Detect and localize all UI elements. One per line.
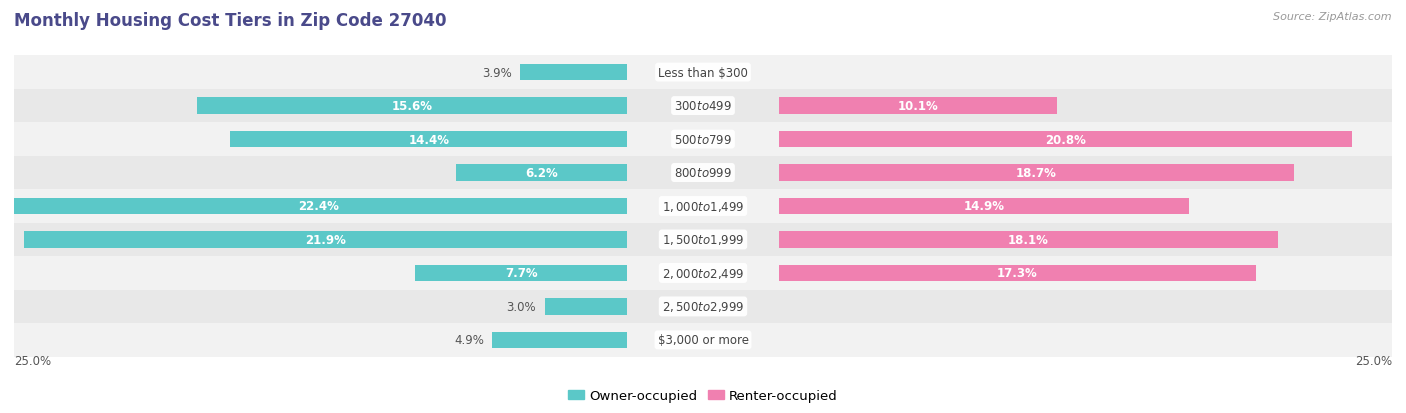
Text: 7.7%: 7.7% <box>505 267 537 280</box>
Text: Less than $300: Less than $300 <box>658 66 748 79</box>
Text: $500 to $799: $500 to $799 <box>673 133 733 146</box>
Text: 20.8%: 20.8% <box>1045 133 1085 146</box>
Text: 25.0%: 25.0% <box>1355 354 1392 367</box>
Text: 18.7%: 18.7% <box>1017 166 1057 180</box>
Text: 3.9%: 3.9% <box>482 66 512 79</box>
Bar <box>14 123 1392 157</box>
Bar <box>14 56 1392 90</box>
Text: $300 to $499: $300 to $499 <box>673 100 733 113</box>
Bar <box>231 131 627 148</box>
Legend: Owner-occupied, Renter-occupied: Owner-occupied, Renter-occupied <box>562 384 844 407</box>
Text: Source: ZipAtlas.com: Source: ZipAtlas.com <box>1274 12 1392 22</box>
Text: 25.0%: 25.0% <box>14 354 51 367</box>
Bar <box>520 64 627 81</box>
Text: 18.1%: 18.1% <box>1008 233 1049 247</box>
Text: $1,000 to $1,499: $1,000 to $1,499 <box>662 199 744 214</box>
Text: 15.6%: 15.6% <box>392 100 433 113</box>
Bar <box>14 157 1392 190</box>
Bar <box>14 290 1392 323</box>
Bar <box>779 165 1294 181</box>
Bar <box>10 198 627 215</box>
Bar <box>457 165 627 181</box>
Bar <box>14 90 1392 123</box>
Bar <box>492 332 627 349</box>
Text: 4.9%: 4.9% <box>454 334 484 347</box>
Bar <box>544 298 627 315</box>
Text: Monthly Housing Cost Tiers in Zip Code 27040: Monthly Housing Cost Tiers in Zip Code 2… <box>14 12 447 30</box>
Text: 10.1%: 10.1% <box>897 100 938 113</box>
Bar <box>197 98 627 115</box>
Bar <box>14 223 1392 256</box>
Bar <box>14 256 1392 290</box>
Text: $3,000 or more: $3,000 or more <box>658 334 748 347</box>
Text: 17.3%: 17.3% <box>997 267 1038 280</box>
Text: 22.4%: 22.4% <box>298 200 339 213</box>
Text: 6.2%: 6.2% <box>526 166 558 180</box>
Bar <box>24 232 627 248</box>
Text: $2,000 to $2,499: $2,000 to $2,499 <box>662 266 744 280</box>
Text: $2,500 to $2,999: $2,500 to $2,999 <box>662 300 744 313</box>
Text: $1,500 to $1,999: $1,500 to $1,999 <box>662 233 744 247</box>
Text: 3.0%: 3.0% <box>506 300 536 313</box>
Bar <box>779 232 1278 248</box>
Text: 14.4%: 14.4% <box>408 133 450 146</box>
Text: 21.9%: 21.9% <box>305 233 346 247</box>
Bar <box>779 98 1057 115</box>
Bar <box>779 131 1353 148</box>
Text: $800 to $999: $800 to $999 <box>673 166 733 180</box>
Bar <box>779 265 1256 282</box>
Text: 14.9%: 14.9% <box>963 200 1005 213</box>
Bar <box>779 198 1189 215</box>
Bar <box>415 265 627 282</box>
Bar <box>14 190 1392 223</box>
Bar <box>14 323 1392 357</box>
